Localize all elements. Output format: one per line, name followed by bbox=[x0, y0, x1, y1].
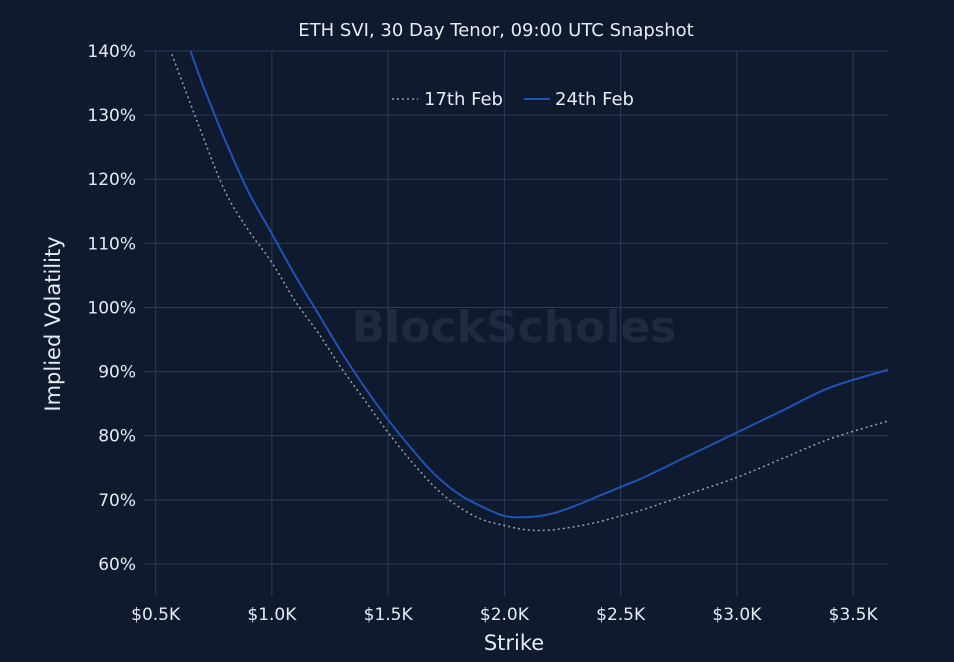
series-line-17th-feb bbox=[171, 53, 889, 532]
series-lines bbox=[171, 50, 889, 532]
x-tick-labels: $0.5K $1.0K $1.5K $2.0K $2.5K $3.0K $3.5K bbox=[131, 605, 878, 625]
y-tick-label: 140% bbox=[87, 42, 136, 62]
y-tick-label: 120% bbox=[87, 170, 136, 190]
series-line-24th-feb bbox=[189, 50, 889, 519]
watermark: BlockScholes bbox=[352, 302, 677, 353]
legend-label-24th-feb: 24th Feb bbox=[555, 89, 634, 110]
grid bbox=[144, 50, 888, 596]
x-tick-label: $2.0K bbox=[480, 605, 530, 625]
y-tick-label: 100% bbox=[87, 298, 136, 318]
y-tick-label: 130% bbox=[87, 106, 136, 126]
chart-title: ETH SVI, 30 Day Tenor, 09:00 UTC Snapsho… bbox=[298, 20, 693, 41]
x-axis-title: Strike bbox=[484, 631, 544, 655]
x-tick-label: $3.5K bbox=[829, 605, 879, 625]
legend: 17th Feb 24th Feb bbox=[392, 89, 634, 110]
legend-label-17th-feb: 17th Feb bbox=[424, 89, 503, 110]
y-tick-label: 80% bbox=[98, 427, 136, 447]
y-tick-label: 90% bbox=[98, 363, 136, 383]
y-tick-label: 60% bbox=[98, 555, 136, 575]
y-tick-label: 110% bbox=[87, 234, 136, 254]
x-tick-label: $1.5K bbox=[364, 605, 414, 625]
y-tick-label: 70% bbox=[98, 491, 136, 511]
y-tick-labels: 60% 70% 80% 90% 100% 110% 120% 130% 140% bbox=[87, 42, 136, 575]
y-axis-title: Implied Volatility bbox=[41, 236, 65, 411]
x-tick-label: $2.5K bbox=[596, 605, 646, 625]
x-tick-label: $3.0K bbox=[712, 605, 762, 625]
x-tick-label: $1.0K bbox=[247, 605, 297, 625]
x-tick-label: $0.5K bbox=[131, 605, 181, 625]
